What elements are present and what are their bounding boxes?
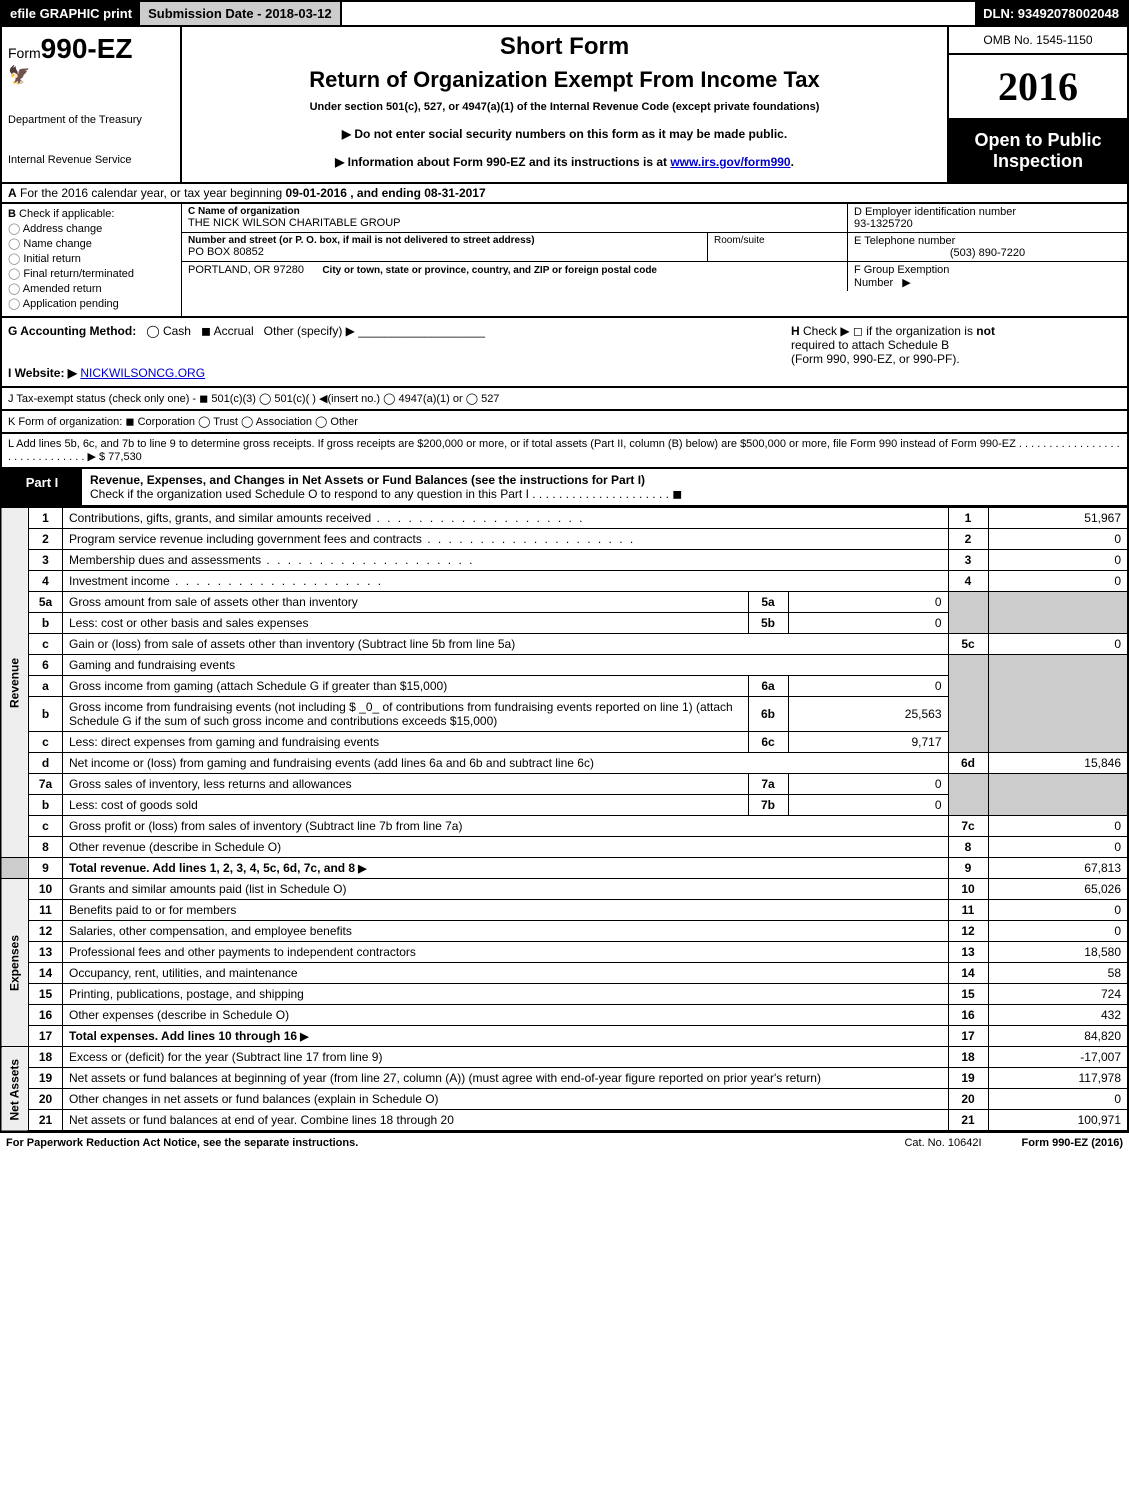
row-c-street: Number and street (or P. O. box, if mail… [182,233,1127,262]
col-b-checkboxes: B Check if applicable: Address change Na… [2,204,182,316]
line-18: Net Assets 18Excess or (deficit) for the… [1,1047,1128,1068]
part1-table: Revenue 1 Contributions, gifts, grants, … [0,507,1129,1132]
side-net-assets: Net Assets [1,1047,29,1132]
line-12: 12Salaries, other compensation, and empl… [1,921,1128,942]
line-19: 19Net assets or fund balances at beginni… [1,1068,1128,1089]
line-15: 15Printing, publications, postage, and s… [1,984,1128,1005]
form-prefix: Form [8,45,41,61]
block-bcdef: B Check if applicable: Address change Na… [0,204,1129,318]
instr-ssn: Do not enter social security numbers on … [192,127,937,141]
line-2: 2 Program service revenue including gove… [1,529,1128,550]
row-c-city: PORTLAND, OR 97280 City or town, state o… [182,262,1127,291]
chk-initial-return[interactable]: Initial return [8,252,175,265]
col-def: D Employer identification number 93-1325… [847,204,1127,232]
form-header: Form990-EZ 🦅 Department of the Treasury … [0,27,1129,184]
row-a-tax-year: A For the 2016 calendar year, or tax yea… [0,184,1129,204]
g-accounting-method: G Accounting Method: ◯ Cash ◼ Accrual Ot… [8,324,791,366]
line-7a: 7a Gross sales of inventory, less return… [1,774,1128,795]
dln: DLN: 93492078002048 [975,2,1127,25]
dept-irs: Internal Revenue Service [8,154,174,166]
line-20: 20Other changes in net assets or fund ba… [1,1089,1128,1110]
e-telephone: E Telephone number (503) 890-7220 [848,233,1127,261]
org-name: THE NICK WILSON CHARITABLE GROUP [188,217,841,229]
dept-treasury: Department of the Treasury [8,114,174,126]
instr-link: Information about Form 990-EZ and its in… [192,155,937,169]
line-5a: 5a Gross amount from sale of assets othe… [1,592,1128,613]
submission-date: Submission Date - 2018-03-12 [140,2,342,25]
footer-left: For Paperwork Reduction Act Notice, see … [6,1137,358,1149]
chk-final-return[interactable]: Final return/terminated [8,267,175,280]
line-7c: c Gross profit or (loss) from sales of i… [1,816,1128,837]
line-14: 14Occupancy, rent, utilities, and mainte… [1,963,1128,984]
omb-number: OMB No. 1545-1150 [949,27,1127,55]
room-suite: Room/suite [707,233,847,261]
row-ghi: G Accounting Method: ◯ Cash ◼ Accrual Ot… [0,318,1129,388]
row-l-gross-receipts: L Add lines 5b, 6c, and 7b to line 9 to … [0,434,1129,469]
header-left: Form990-EZ 🦅 Department of the Treasury … [2,27,182,182]
footer-cat-no: Cat. No. 10642I [904,1137,981,1149]
line-17: 17Total expenses. Add lines 10 through 1… [1,1026,1128,1047]
part1-label: Part I [2,469,82,505]
header-right: OMB No. 1545-1150 2016 Open to Public In… [947,27,1127,182]
line-16: 16Other expenses (describe in Schedule O… [1,1005,1128,1026]
line-9: 9 Total revenue. Add lines 1, 2, 3, 4, 5… [1,858,1128,879]
col-cdef: C Name of organization THE NICK WILSON C… [182,204,1127,316]
line-10: Expenses 10 Grants and similar amounts p… [1,879,1128,900]
line-4: 4 Investment income 4 0 [1,571,1128,592]
website-link[interactable]: NICKWILSONCG.ORG [80,366,205,380]
return-title: Return of Organization Exempt From Incom… [192,67,937,93]
c-name-label: C Name of organization [188,206,841,217]
irs-form990-link[interactable]: www.irs.gov/form990 [670,155,790,169]
short-form-title: Short Form [192,33,937,61]
i-website: I Website: ▶ NICKWILSONCG.ORG [8,366,1121,380]
line-1: Revenue 1 Contributions, gifts, grants, … [1,508,1128,529]
row-c-name: C Name of organization THE NICK WILSON C… [182,204,1127,233]
line-13: 13Professional fees and other payments t… [1,942,1128,963]
chk-amended-return[interactable]: Amended return [8,282,175,295]
h-schedule-b: H Check ▶ ◻ if the organization is not r… [791,324,1121,366]
city-label: City or town, state or province, country… [322,265,657,276]
d-ein: D Employer identification number 93-1325… [848,204,1127,232]
part1-header: Part I Revenue, Expenses, and Changes in… [0,469,1129,507]
line-3: 3 Membership dues and assessments 3 0 [1,550,1128,571]
line-21: 21Net assets or fund balances at end of … [1,1110,1128,1132]
side-expenses: Expenses [1,879,29,1047]
under-section: Under section 501(c), 527, or 4947(a)(1)… [192,101,937,113]
line-6: 6 Gaming and fundraising events [1,655,1128,676]
line-11: 11Benefits paid to or for members110 [1,900,1128,921]
f-group-exemption: F Group Exemption Number ▶ [848,262,1127,291]
open-to-public: Open to Public Inspection [949,120,1127,182]
efile-print-label: efile GRAPHIC print [2,2,140,25]
chk-address-change[interactable]: Address change [8,222,175,235]
line-6d: d Net income or (loss) from gaming and f… [1,753,1128,774]
footer-form-ref: Form 990-EZ (2016) [1022,1137,1123,1149]
form-number: Form990-EZ [8,33,174,65]
line-5c: c Gain or (loss) from sale of assets oth… [1,634,1128,655]
part1-title: Revenue, Expenses, and Changes in Net As… [82,469,1127,505]
footer: For Paperwork Reduction Act Notice, see … [0,1132,1129,1153]
topbar: efile GRAPHIC print Submission Date - 20… [0,0,1129,27]
chk-application-pending[interactable]: Application pending [8,297,175,310]
chk-name-change[interactable]: Name change [8,237,175,250]
street-value: PO BOX 80852 [188,246,701,258]
irs-eagle-icon: 🦅 [8,65,174,86]
row-j-tax-exempt: J Tax-exempt status (check only one) - ◼… [0,388,1129,411]
row-k-form-org: K Form of organization: ◼ Corporation ◯ … [0,411,1129,434]
tax-year: 2016 [949,55,1127,120]
city-value: PORTLAND, OR 97280 [188,264,304,276]
header-mid: Short Form Return of Organization Exempt… [182,27,947,182]
line-8: 8 Other revenue (describe in Schedule O)… [1,837,1128,858]
side-revenue: Revenue [1,508,29,858]
street-label: Number and street (or P. O. box, if mail… [188,235,701,246]
